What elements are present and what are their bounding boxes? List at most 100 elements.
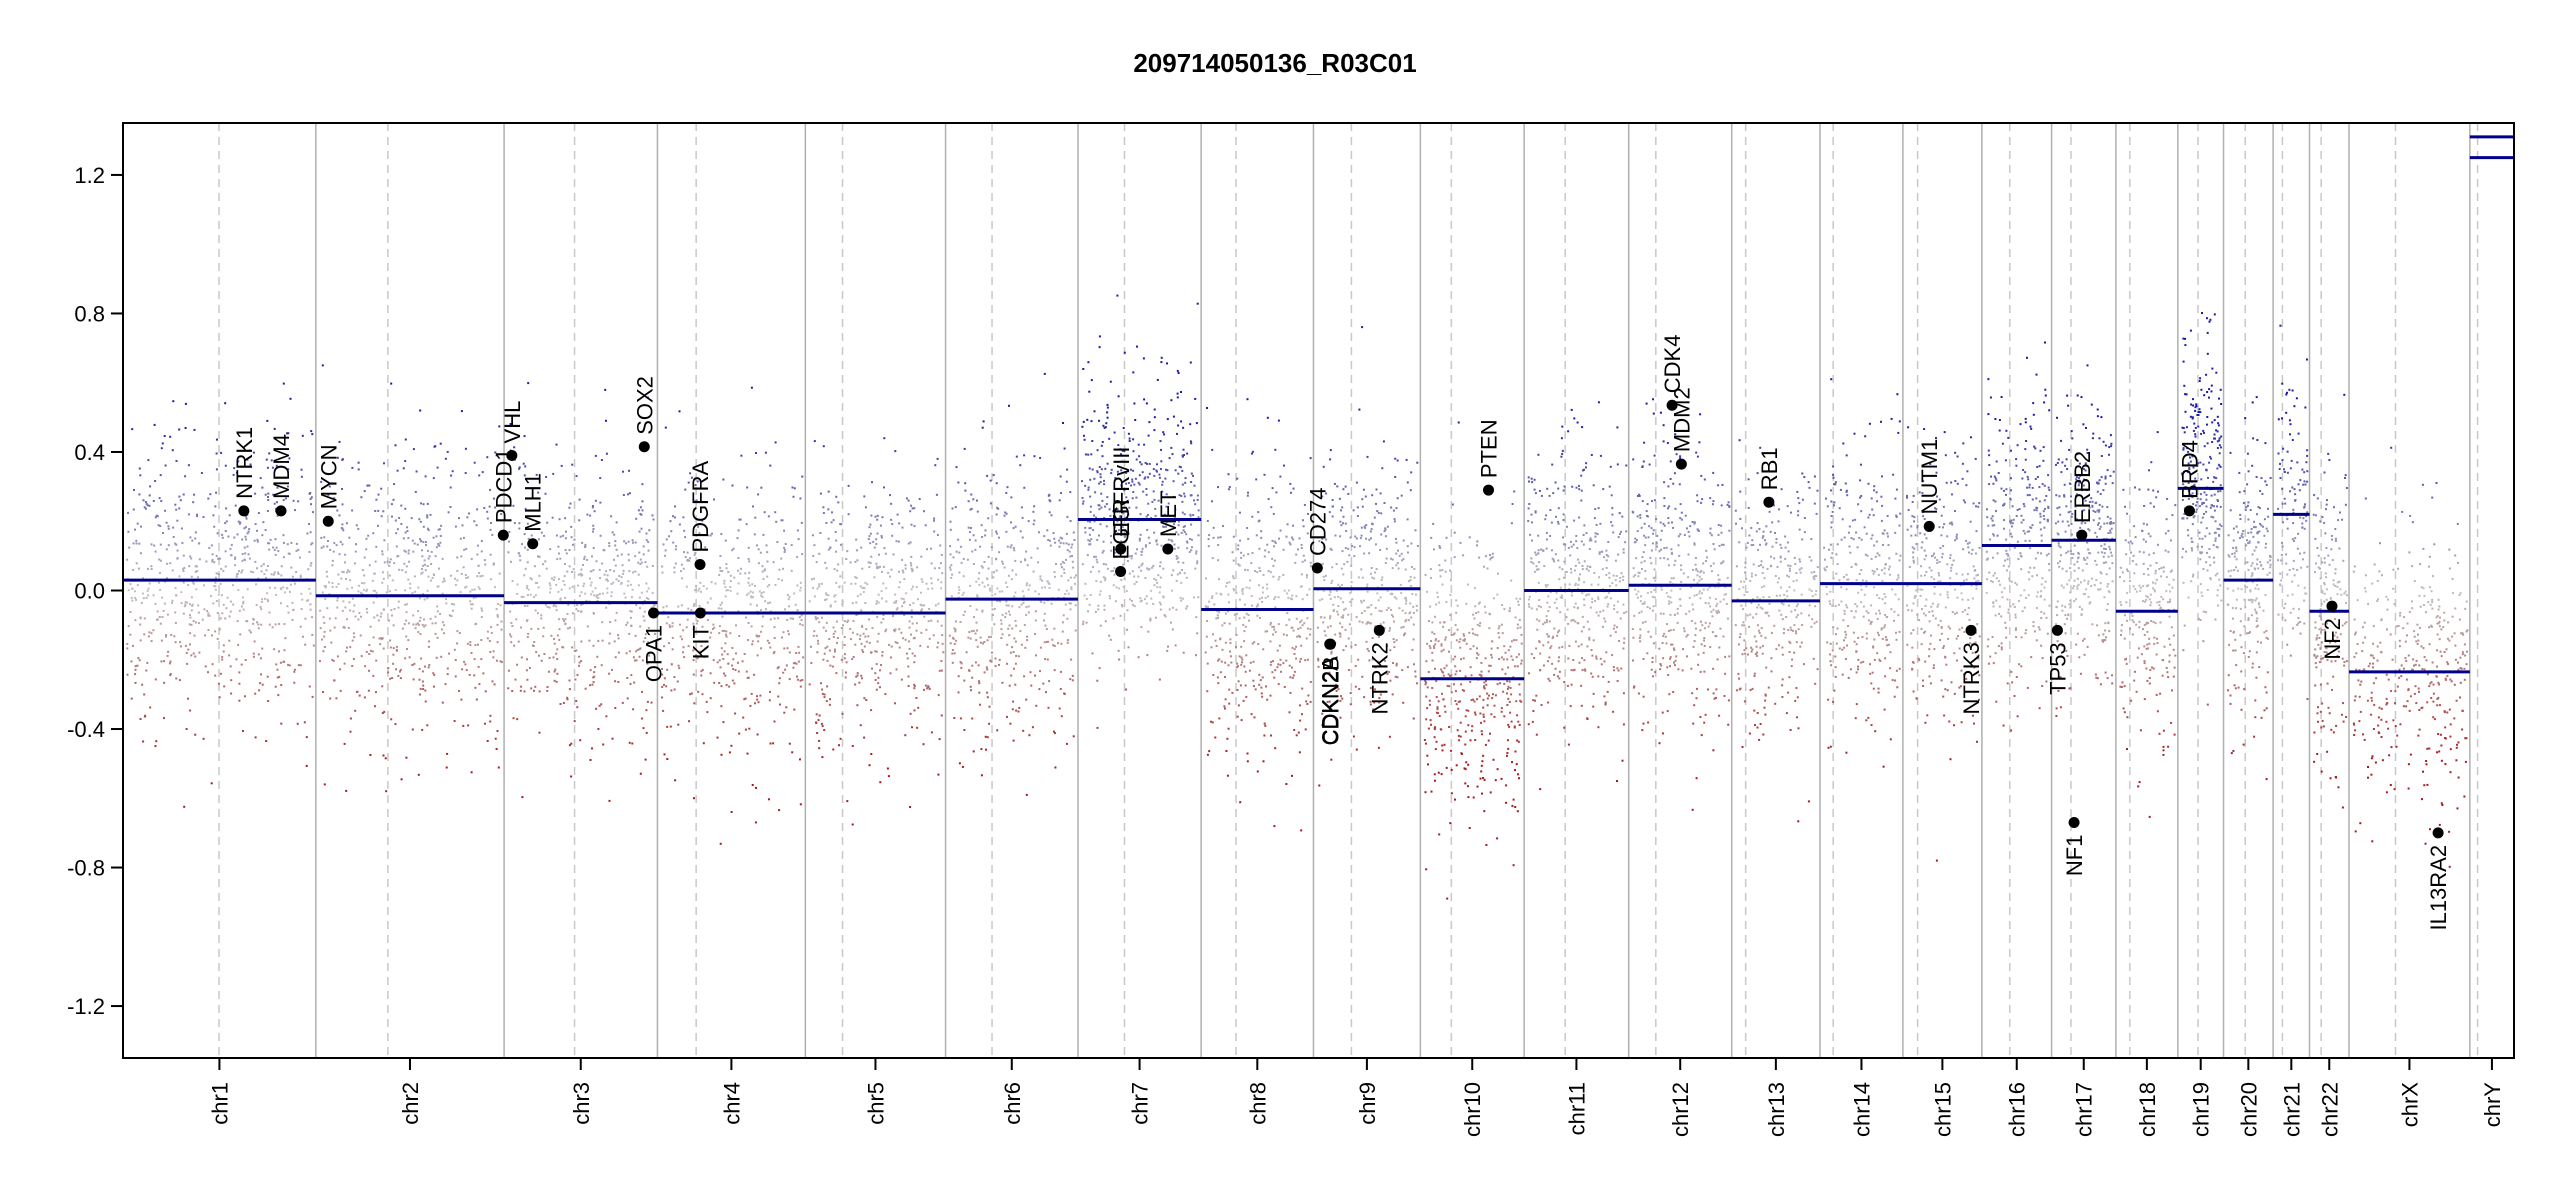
probe-point [798, 646, 800, 648]
probe-point [478, 586, 480, 588]
probe-point [1007, 486, 1009, 488]
probe-point [509, 633, 511, 635]
probe-point [1339, 535, 1341, 537]
probe-point [336, 600, 338, 602]
probe-point [1331, 566, 1333, 568]
probe-point [520, 686, 522, 688]
probe-point [999, 600, 1001, 602]
probe-point [422, 685, 424, 687]
probe-point [1513, 799, 1515, 801]
probe-point [876, 519, 878, 521]
probe-point [1092, 529, 1094, 531]
probe-point [875, 679, 877, 681]
probe-point [239, 523, 241, 525]
probe-point [538, 655, 540, 657]
probe-point [786, 619, 788, 621]
probe-point [195, 531, 197, 533]
probe-point [674, 516, 676, 518]
probe-point [686, 626, 688, 628]
probe-point [825, 647, 827, 649]
probe-point [385, 757, 387, 759]
probe-point [622, 564, 624, 566]
probe-point [1407, 666, 1409, 668]
probe-point [476, 575, 478, 577]
probe-point [1096, 559, 1098, 561]
probe-point [409, 583, 411, 585]
probe-point [1032, 726, 1034, 728]
probe-point [1366, 584, 1368, 586]
probe-point [401, 569, 403, 571]
probe-point [134, 590, 136, 592]
probe-point [648, 550, 650, 552]
probe-point [1167, 646, 1169, 648]
probe-point [1185, 608, 1187, 610]
probe-point [435, 555, 437, 557]
probe-point [857, 672, 859, 674]
probe-point [1505, 802, 1507, 804]
probe-point [1441, 773, 1443, 775]
probe-point [1349, 601, 1351, 603]
probe-point [1481, 730, 1483, 732]
probe-point [1401, 553, 1403, 555]
probe-point [1001, 623, 1003, 625]
probe-point [801, 614, 803, 616]
probe-point [373, 573, 375, 575]
probe-point [386, 591, 388, 593]
probe-point [857, 595, 859, 597]
probe-point [1591, 598, 1593, 600]
probe-point [1205, 578, 1207, 580]
probe-point [239, 633, 241, 635]
probe-point [194, 656, 196, 658]
probe-point [1133, 576, 1135, 578]
probe-point [1454, 799, 1456, 801]
probe-point [623, 593, 625, 595]
probe-point [579, 739, 581, 741]
probe-point [908, 685, 910, 687]
probe-point [542, 563, 544, 565]
probe-point [1337, 596, 1339, 598]
probe-point [134, 597, 136, 599]
probe-point [354, 562, 356, 564]
probe-point [1241, 657, 1243, 659]
probe-point [1049, 500, 1051, 502]
probe-point [783, 530, 785, 532]
probe-point [579, 662, 581, 664]
probe-point [1520, 663, 1522, 665]
probe-point [404, 657, 406, 659]
probe-point [357, 691, 359, 693]
probe-point [628, 570, 630, 572]
probe-point [1354, 536, 1356, 538]
probe-point [1332, 604, 1334, 606]
probe-point [725, 630, 727, 632]
probe-point [143, 597, 145, 599]
probe-point [571, 536, 573, 538]
probe-point [280, 587, 282, 589]
probe-point [542, 635, 544, 637]
probe-point [225, 566, 227, 568]
probe-point [956, 551, 958, 553]
probe-point [1306, 617, 1308, 619]
probe-point [180, 499, 182, 501]
probe-point [1103, 541, 1105, 543]
probe-point [576, 706, 578, 708]
probe-point [925, 629, 927, 631]
probe-point [468, 513, 470, 515]
probe-point [898, 571, 900, 573]
probe-point [1405, 598, 1407, 600]
probe-point [190, 654, 192, 656]
probe-point [1229, 623, 1231, 625]
probe-point [351, 665, 353, 667]
probe-point [1299, 537, 1301, 539]
probe-point [1122, 564, 1124, 566]
probe-point [546, 522, 548, 524]
probe-point [172, 600, 174, 602]
probe-point [322, 364, 324, 366]
probe-point [1463, 635, 1465, 637]
probe-point [954, 652, 956, 654]
probe-point [828, 549, 830, 551]
probe-point [479, 588, 481, 590]
probe-point [1435, 748, 1437, 750]
probe-point [526, 619, 528, 621]
probe-point [552, 517, 554, 519]
probe-point [622, 471, 624, 473]
